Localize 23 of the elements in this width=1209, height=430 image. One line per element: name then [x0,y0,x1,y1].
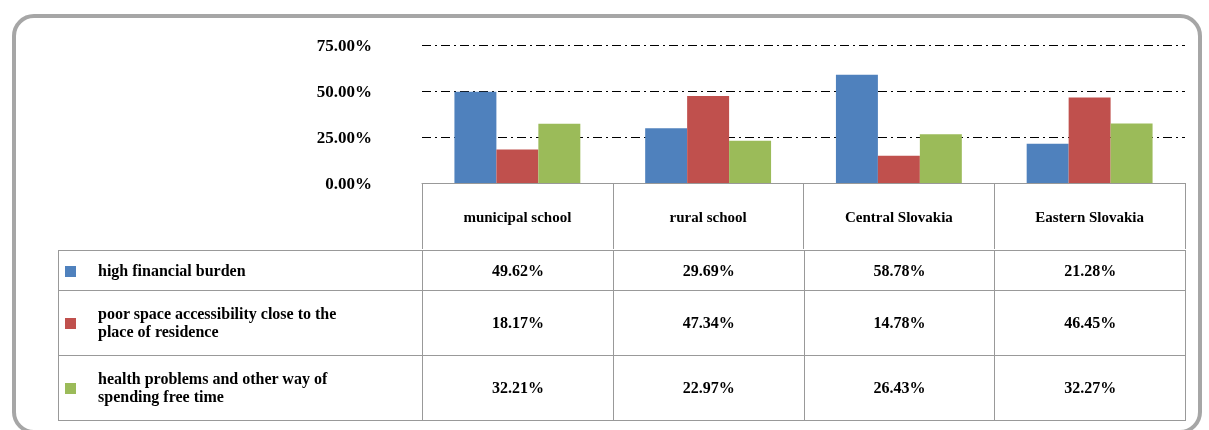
data-label: 14.78% [804,290,995,356]
data-label: 32.21% [422,355,614,421]
x-tick-label: municipal school [463,208,572,225]
data-label: 46.45% [994,290,1186,356]
y-tick-label: 50.00% [316,81,372,101]
data-label: 18.17% [422,290,614,356]
x-tick-label: Eastern Slovakia [1035,208,1145,225]
legend-label: high financial burden [98,262,247,281]
data-label: 26.43% [804,355,995,421]
data-label: 49.62% [422,250,614,291]
data-label: 58.78% [804,250,995,291]
legend-label: poor space accessibility close to the place of residence [98,305,338,341]
data-label: 47.34% [613,290,804,356]
data-label: 21.28% [994,250,1186,291]
x-tick-label: Central Slovakia [844,208,954,225]
data-label: 32.27% [994,355,1186,421]
x-tick-label: rural school [669,208,747,225]
legend-label: health problems and other way of spending free time [98,370,329,406]
data-label: 29.69% [613,250,804,291]
y-tick-label: 25.00% [316,127,372,147]
data-label: 22.97% [613,355,804,421]
y-tick-label: 0.00% [325,173,372,193]
y-tick-label: 75.00% [316,35,372,55]
